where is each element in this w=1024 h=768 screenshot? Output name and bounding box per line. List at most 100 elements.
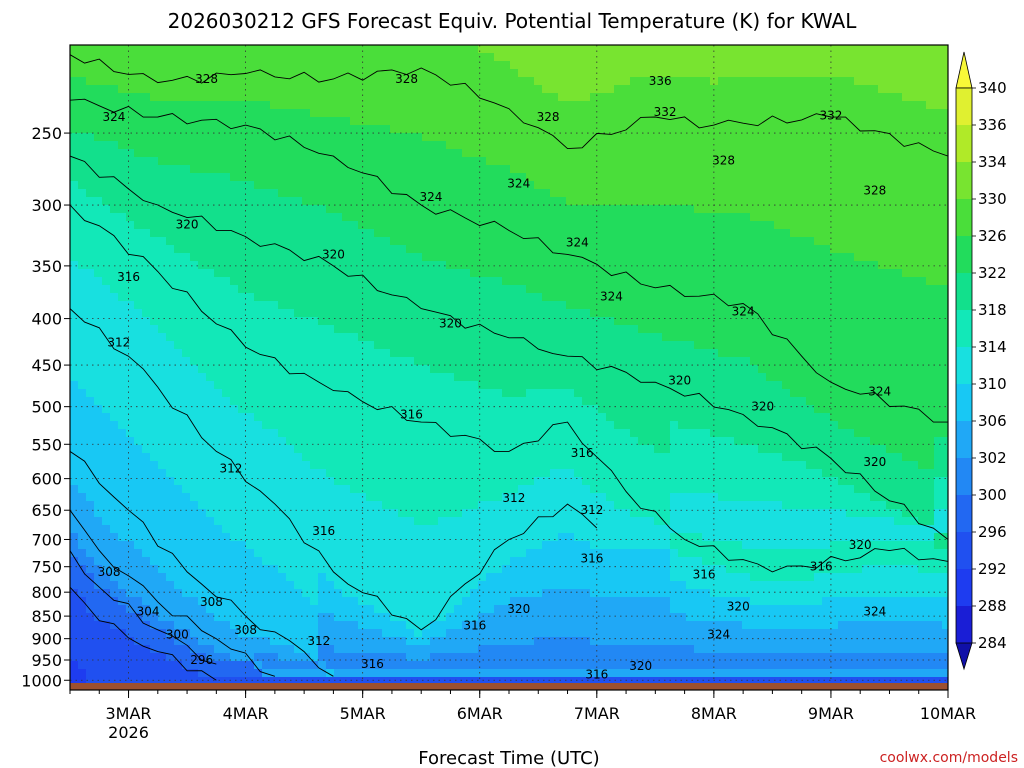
field-cell (190, 45, 199, 54)
field-cell (326, 389, 335, 398)
field-cell (414, 229, 423, 238)
field-cell (414, 589, 423, 598)
field-cell (94, 157, 103, 166)
field-cell (70, 381, 79, 390)
field-cell (390, 333, 399, 342)
field-cell (310, 421, 319, 430)
field-cell (318, 213, 327, 222)
field-cell (470, 173, 479, 182)
field-cell (246, 541, 255, 550)
field-cell (206, 189, 215, 198)
field-cell (70, 365, 79, 374)
field-cell (222, 301, 231, 310)
field-cell (358, 149, 367, 158)
field-cell (206, 285, 215, 294)
field-cell (406, 637, 415, 646)
field-cell (206, 245, 215, 254)
field-cell (86, 85, 95, 94)
field-cell (454, 325, 463, 334)
field-cell (110, 245, 119, 254)
field-cell (294, 405, 303, 414)
field-cell (182, 669, 191, 678)
field-cell (494, 221, 503, 230)
field-cell (366, 429, 375, 438)
field-cell (86, 549, 95, 558)
field-cell (486, 77, 495, 86)
field-cell (230, 613, 239, 622)
field-cell (246, 597, 255, 606)
field-cell (294, 237, 303, 246)
field-cell (102, 509, 111, 518)
field-cell (102, 221, 111, 230)
field-cell (150, 501, 159, 510)
field-cell (454, 357, 463, 366)
field-cell (230, 237, 239, 246)
field-cell (286, 517, 295, 526)
field-cell (78, 165, 87, 174)
field-cell (350, 341, 359, 350)
field-cell (278, 453, 287, 462)
field-cell (206, 269, 215, 278)
field-cell (350, 677, 359, 686)
field-cell (70, 677, 79, 686)
field-cell (246, 253, 255, 262)
field-cell (454, 637, 463, 646)
field-cell (262, 493, 271, 502)
field-cell (494, 405, 503, 414)
field-cell (462, 213, 471, 222)
field-cell (390, 381, 399, 390)
field-cell (526, 45, 535, 54)
field-cell (366, 517, 375, 526)
field-cell (318, 613, 327, 622)
field-cell (430, 653, 439, 662)
field-cell (558, 69, 567, 78)
field-cell (190, 453, 199, 462)
field-cell (238, 309, 247, 318)
field-cell (166, 197, 175, 206)
field-cell (542, 517, 551, 526)
field-cell (358, 141, 367, 150)
field-cell (182, 485, 191, 494)
field-cell (158, 653, 167, 662)
field-cell (390, 45, 399, 54)
field-cell (86, 245, 95, 254)
field-cell (390, 277, 399, 286)
field-cell (534, 381, 543, 390)
field-cell (518, 541, 527, 550)
field-cell (110, 61, 119, 70)
field-cell (342, 261, 351, 270)
field-cell (110, 621, 119, 630)
field-cell (110, 661, 119, 670)
field-cell (558, 45, 567, 54)
field-cell (238, 245, 247, 254)
field-cell (70, 85, 79, 94)
field-cell (502, 197, 511, 206)
field-cell (422, 413, 431, 422)
field-cell (446, 357, 455, 366)
field-cell (398, 269, 407, 278)
field-cell (446, 389, 455, 398)
field-cell (390, 605, 399, 614)
field-cell (382, 245, 391, 254)
field-cell (318, 93, 327, 102)
field-cell (174, 573, 183, 582)
field-cell (542, 437, 551, 446)
field-cell (158, 269, 167, 278)
field-cell (462, 93, 471, 102)
field-cell (118, 453, 127, 462)
field-cell (158, 501, 167, 510)
field-cell (102, 597, 111, 606)
field-cell (518, 245, 527, 254)
field-cell (406, 277, 415, 286)
field-cell (454, 349, 463, 358)
field-cell (94, 573, 103, 582)
field-cell (478, 421, 487, 430)
field-cell (382, 477, 391, 486)
field-cell (334, 445, 343, 454)
field-cell (158, 181, 167, 190)
field-cell (262, 557, 271, 566)
field-cell (342, 109, 351, 118)
field-cell (270, 69, 279, 78)
field-cell (422, 333, 431, 342)
field-cell (214, 645, 223, 654)
